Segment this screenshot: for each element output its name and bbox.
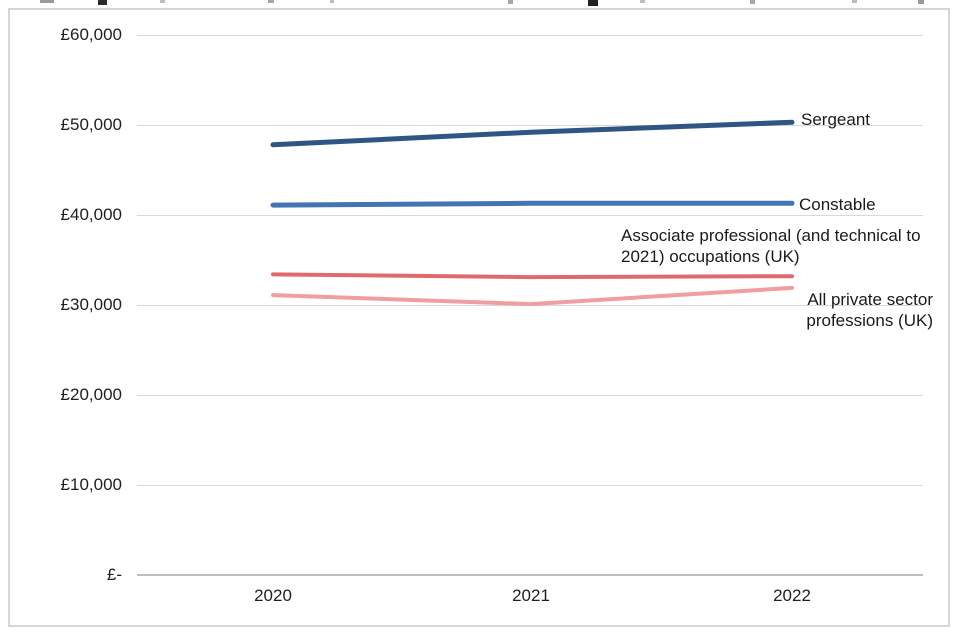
series-label-private-sector: All private sector professions (UK) (806, 290, 933, 330)
gridline-0 (137, 574, 923, 576)
cropped-title-mark (588, 0, 598, 6)
y-tick-label-0: £- (106, 565, 122, 584)
cropped-title-mark (98, 0, 107, 5)
gridline-50000 (137, 124, 923, 126)
cropped-title-mark (160, 0, 165, 3)
cropped-title-mark (508, 0, 513, 4)
gridline-40000 (137, 214, 923, 216)
cropped-title-mark (852, 0, 857, 3)
y-tick-label-40000: £40,000 (60, 205, 122, 224)
y-tick-label-30000: £30,000 (60, 295, 122, 314)
cropped-title-mark (750, 0, 755, 4)
y-tick-label-60000: £60,000 (60, 25, 122, 44)
cropped-title-mark (918, 0, 924, 4)
gridline-20000 (137, 394, 923, 396)
y-tick-label-10000: £10,000 (60, 475, 122, 494)
series-label-constable: Constable (799, 195, 876, 214)
series-line-associate-professional-and-technical-to-2021-occupations-uk (271, 272, 794, 280)
series-line-constable (270, 200, 795, 208)
chart-frame (8, 8, 950, 627)
cropped-title-mark (640, 0, 645, 3)
x-tick-label-2022: 2022 (773, 586, 811, 605)
cropped-title-mark (40, 0, 54, 3)
cropped-title-mark (330, 0, 334, 3)
x-tick-label-2020: 2020 (254, 586, 292, 605)
series-label-associate-professional: Associate professional (and technical to… (621, 226, 921, 266)
series-line-all-private-sector-professions-uk (271, 285, 794, 307)
y-tick-label-50000: £50,000 (60, 115, 122, 134)
cropped-title-mark (268, 0, 274, 3)
y-tick-label-20000: £20,000 (60, 385, 122, 404)
series-line-sergeant (270, 119, 795, 148)
x-tick-label-2021: 2021 (512, 586, 550, 605)
gridline-60000 (137, 34, 923, 36)
gridline-10000 (137, 484, 923, 486)
series-label-sergeant: Sergeant (801, 110, 870, 129)
